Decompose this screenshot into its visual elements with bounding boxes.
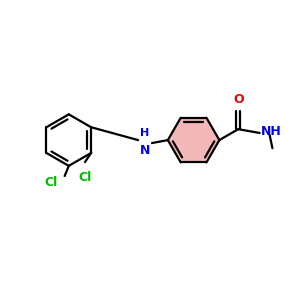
Polygon shape xyxy=(168,118,219,162)
Text: H: H xyxy=(140,128,150,138)
Text: Cl: Cl xyxy=(79,171,92,184)
Text: Cl: Cl xyxy=(45,176,58,189)
Text: NH: NH xyxy=(261,125,281,139)
Text: O: O xyxy=(233,93,244,106)
Text: N: N xyxy=(140,144,150,157)
